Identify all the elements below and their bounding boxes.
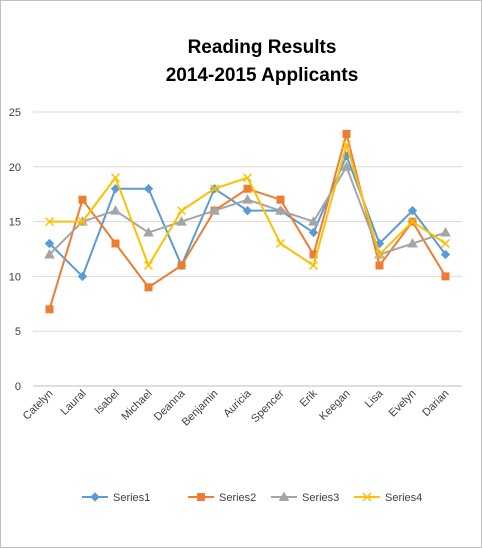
data-point: [144, 283, 153, 292]
data-point: [110, 205, 121, 215]
data-point: [78, 195, 87, 204]
data-point: [209, 205, 220, 215]
legend-label: Series2: [219, 492, 256, 504]
x-tick-label: Spencer: [249, 387, 287, 425]
data-point: [407, 205, 418, 216]
data-point: [374, 249, 385, 260]
data-point: [176, 216, 187, 226]
y-tick-label: 10: [9, 271, 21, 283]
data-point: [308, 260, 319, 270]
data-point: [440, 227, 451, 237]
data-point: [77, 217, 88, 227]
legend-marker: [90, 492, 100, 502]
x-tick-label: Auricia: [221, 387, 254, 420]
data-point: [407, 217, 418, 227]
x-tick-label: Darian: [420, 388, 451, 419]
data-point: [341, 140, 352, 150]
data-point: [44, 217, 55, 227]
x-tick-label: Benjamin: [180, 388, 221, 429]
x-tick-label: Michael: [119, 388, 154, 423]
data-point: [110, 173, 121, 183]
x-tick-label: Evelyn: [387, 388, 419, 420]
data-point: [243, 184, 252, 193]
x-tick-label: Lisa: [363, 387, 386, 410]
data-point: [44, 238, 55, 249]
x-tick-label: Catelyn: [21, 388, 56, 423]
data-point: [440, 249, 451, 260]
series-2: [45, 129, 450, 314]
data-point: [276, 195, 285, 204]
data-point: [308, 227, 319, 238]
y-tick-label: 0: [15, 381, 21, 393]
data-point: [177, 261, 186, 270]
legend-label: Series1: [113, 492, 150, 504]
x-tick-label: Laural: [59, 388, 89, 418]
y-tick-label: 20: [9, 162, 21, 174]
legend-item: Series3: [271, 491, 339, 504]
chart-title-line-1: Reading Results: [188, 37, 337, 58]
data-point: [242, 205, 253, 216]
x-tick-label: Isabel: [92, 388, 121, 417]
legend-marker: [362, 492, 372, 502]
gridlines: [33, 111, 462, 387]
legend-item: Series1: [82, 492, 150, 504]
legend-label: Series4: [385, 492, 422, 504]
data-point: [407, 238, 418, 248]
data-point: [341, 161, 352, 171]
legend-item: Series4: [354, 492, 422, 504]
data-point: [44, 248, 55, 259]
x-tick-label: Keegan: [317, 388, 352, 423]
y-tick-label: 5: [15, 326, 21, 338]
legend-label: Series3: [302, 492, 339, 504]
legend-marker: [197, 493, 205, 501]
data-point: [143, 260, 154, 270]
legend: Series1 Series2 Series3 Series4: [82, 491, 422, 504]
data-point: [308, 216, 319, 226]
data-point: [77, 271, 88, 282]
data-point: [275, 205, 286, 215]
data-point: [375, 261, 384, 270]
data-point: [441, 272, 450, 281]
y-tick-label: 15: [9, 217, 21, 229]
y-axis: 0 5 10 15 20 25: [9, 107, 21, 393]
series-1: [44, 151, 451, 282]
data-point: [209, 184, 220, 194]
data-point: [242, 173, 253, 183]
data-point: [176, 206, 187, 216]
plot-series: [44, 129, 451, 314]
series-4: [44, 140, 451, 270]
y-tick-label: 25: [9, 107, 21, 119]
legend-marker: [278, 491, 290, 501]
chart-title-line-2: 2014-2015 Applicants: [166, 65, 359, 86]
x-tick-label: Erik: [298, 387, 320, 409]
data-point: [111, 239, 120, 248]
x-axis: Catelyn Laural IsabelMichaelDeannaBenjamin…: [21, 387, 452, 429]
data-point: [143, 184, 154, 194]
data-point: [242, 194, 253, 204]
data-point: [45, 305, 54, 314]
data-point: [275, 238, 286, 249]
legend-item: Series2: [188, 492, 256, 504]
data-point: [143, 227, 154, 237]
data-point: [342, 129, 351, 138]
data-point: [440, 238, 451, 249]
